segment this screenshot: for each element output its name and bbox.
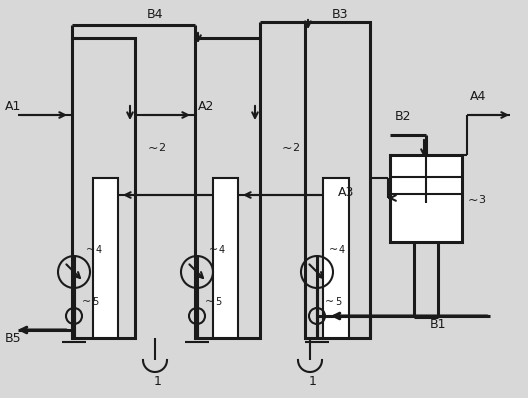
Text: 1: 1 — [309, 375, 317, 388]
Text: A3: A3 — [338, 186, 354, 199]
Text: 3: 3 — [478, 195, 485, 205]
Bar — [390, 155, 462, 242]
Text: B5: B5 — [5, 332, 22, 345]
Bar — [305, 22, 370, 338]
Text: 2: 2 — [292, 143, 299, 153]
Text: ~: ~ — [82, 297, 91, 307]
Text: ~: ~ — [205, 297, 214, 307]
Text: ~: ~ — [209, 245, 218, 255]
Text: 5: 5 — [92, 297, 98, 307]
Text: 4: 4 — [339, 245, 345, 255]
Bar — [93, 178, 118, 338]
Text: ~: ~ — [148, 142, 158, 154]
Text: ~: ~ — [325, 297, 334, 307]
Text: ~: ~ — [86, 245, 95, 255]
Text: 2: 2 — [158, 143, 165, 153]
Bar — [72, 38, 135, 338]
Text: A2: A2 — [198, 100, 214, 113]
Text: B2: B2 — [395, 110, 411, 123]
Text: 4: 4 — [219, 245, 225, 255]
Text: ~: ~ — [329, 245, 338, 255]
Bar — [323, 178, 349, 338]
Text: B3: B3 — [332, 8, 348, 21]
Bar — [195, 38, 260, 338]
Bar — [213, 178, 238, 338]
Text: A4: A4 — [470, 90, 486, 103]
Text: ~: ~ — [282, 142, 293, 154]
Text: 1: 1 — [154, 375, 162, 388]
Text: 4: 4 — [96, 245, 102, 255]
Text: ~: ~ — [468, 193, 478, 207]
Text: 5: 5 — [215, 297, 221, 307]
Text: B1: B1 — [430, 318, 447, 331]
Text: B4: B4 — [147, 8, 163, 21]
Text: 5: 5 — [335, 297, 341, 307]
Text: A1: A1 — [5, 100, 21, 113]
